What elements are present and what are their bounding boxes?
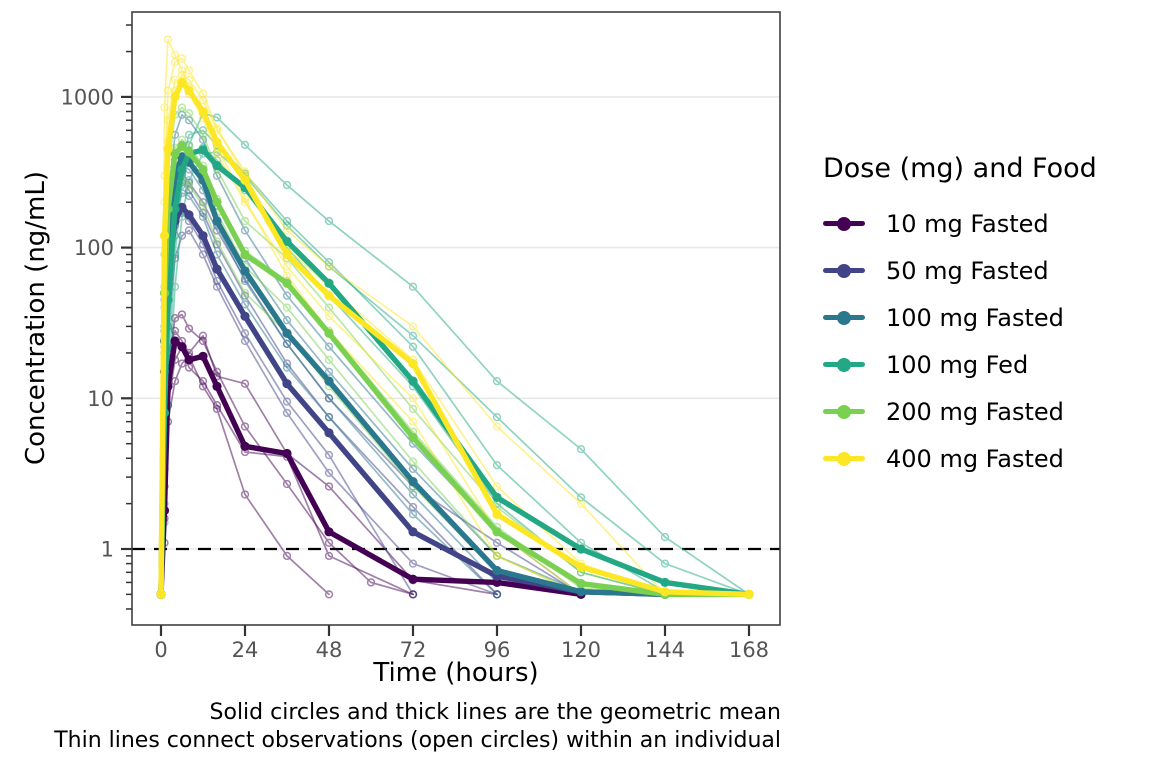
caption-line-2: Thin lines connect observations (open ci… [54,728,781,753]
legend-item-label: 200 mg Fasted [886,397,1064,426]
y-tick-label: 1000 [61,85,114,109]
x-tick-label: 168 [729,638,769,662]
legend-item-label: 100 mg Fasted [886,303,1064,332]
legend-item: 400 mg Fasted [823,435,1097,482]
legend-item: 50 mg Fasted [823,247,1097,294]
legend-item: 100 mg Fasted [823,294,1097,341]
y-tick-label: 10 [87,387,114,411]
panel-border [131,11,781,626]
geometric-mean-lines [156,77,754,599]
caption-line-1: Solid circles and thick lines are the ge… [209,700,781,725]
x-tick-label: 96 [484,638,511,662]
legend-line-dot-icon [823,310,865,326]
legend-line-dot-icon [823,263,865,279]
legend-line-dot-icon [823,357,865,373]
figure-caption: Solid circles and thick lines are the ge… [0,699,781,755]
y-axis-title: Concentration (ng/mL) [21,170,51,466]
x-tick-label: 120 [561,638,601,662]
individual-profile [156,70,670,599]
legend-item-label: 400 mg Fasted [886,444,1064,473]
x-tick-label: 24 [232,638,259,662]
legend-item-label: 100 mg Fed [886,350,1029,379]
mean-line [156,141,754,599]
legend-item: 100 mg Fed [823,341,1097,388]
mean-line [156,145,754,599]
legend-items: 10 mg Fasted 50 mg Fasted 100 mg Fasted … [823,200,1097,482]
axis-ticks [121,24,751,636]
x-tick-label: 72 [400,638,427,662]
mean-line [156,202,670,599]
legend-line-dot-icon [823,404,865,420]
legend-item-label: 10 mg Fasted [886,209,1049,238]
legend-item: 200 mg Fasted [823,388,1097,435]
mean-line [156,77,754,599]
x-axis-title: Time (hours) [373,658,539,688]
legend: Dose (mg) and Food 10 mg Fasted 50 mg Fa… [823,152,1097,482]
legend-item: 10 mg Fasted [823,200,1097,247]
legend-line-dot-icon [823,216,865,232]
legend-line-dot-icon [823,451,865,467]
x-tick-label: 48 [316,638,343,662]
y-tick-label: 100 [74,236,114,260]
legend-title: Dose (mg) and Food [823,153,1097,184]
x-tick-label: 144 [645,638,685,662]
legend-item-label: 50 mg Fasted [886,256,1049,285]
x-tick-label: 0 [154,638,167,662]
y-tick-label: 1 [101,538,114,562]
